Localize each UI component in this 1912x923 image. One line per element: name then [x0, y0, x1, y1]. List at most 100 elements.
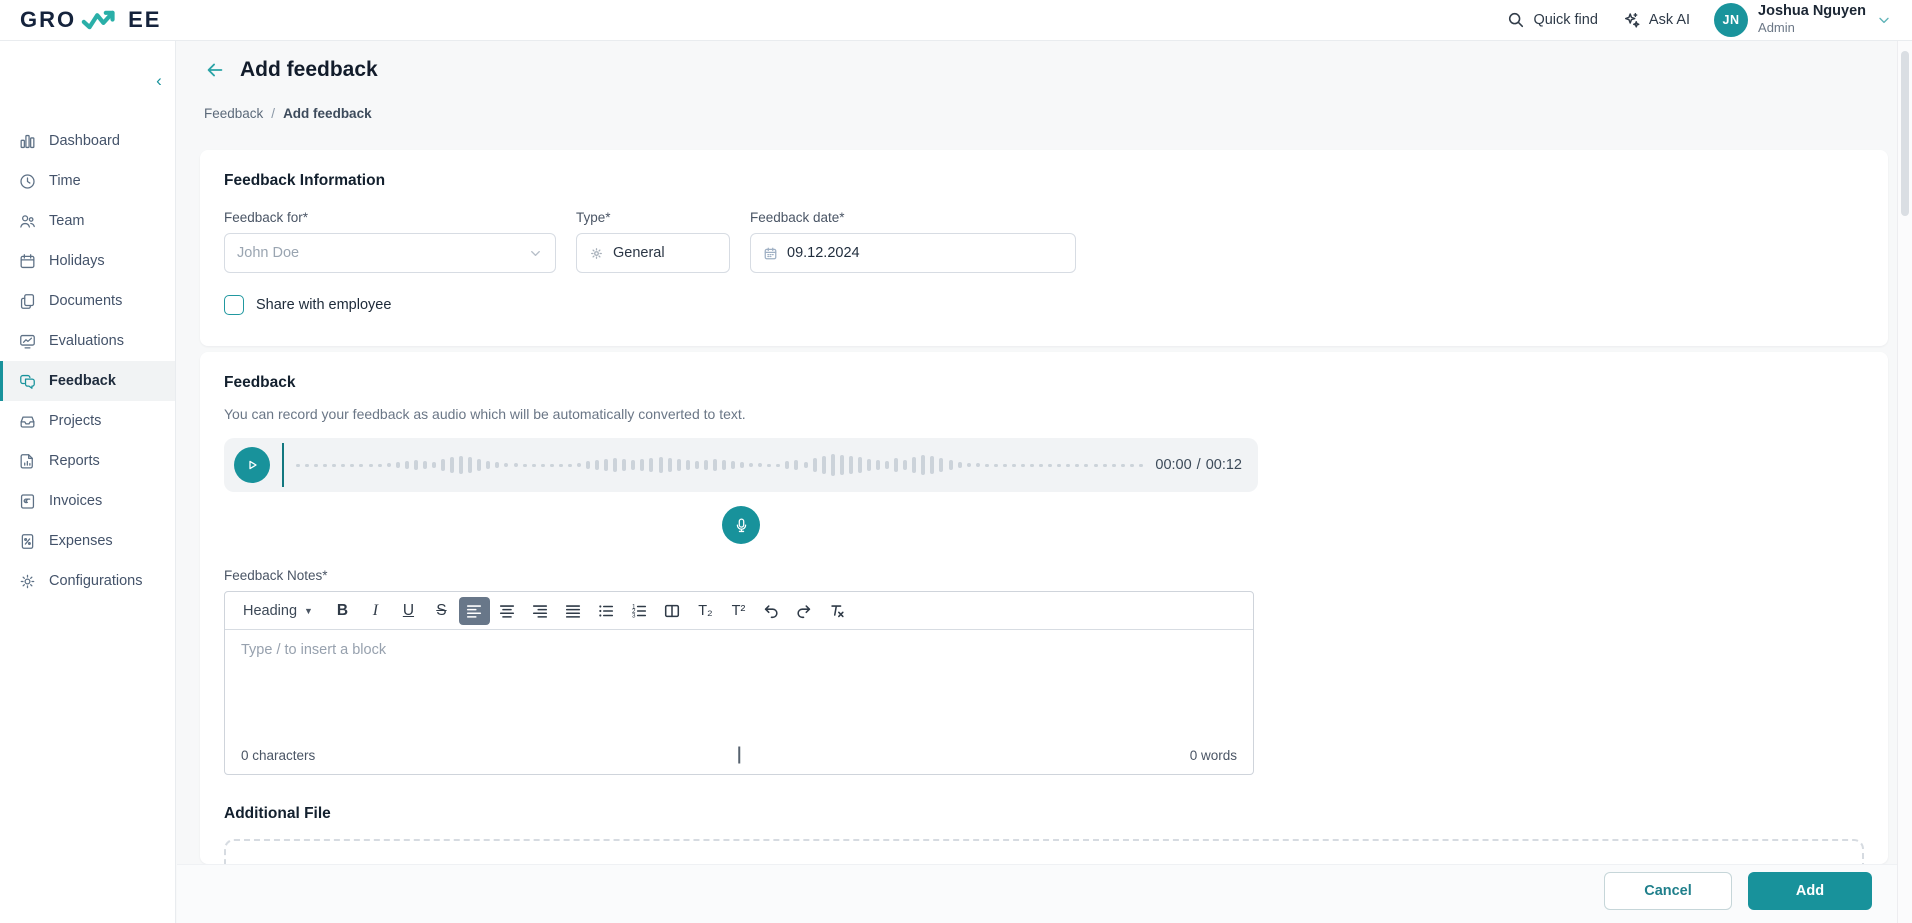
strikethrough-button[interactable]: S [426, 597, 457, 625]
waveform-bar [504, 463, 509, 467]
sidebar-item-reports[interactable]: Reports [0, 441, 175, 481]
play-button[interactable] [234, 447, 270, 483]
sidebar-item-label: Team [49, 213, 85, 229]
waveform-bar [1111, 463, 1116, 467]
editor-body[interactable]: Type / to insert a block [225, 630, 1253, 736]
feedback-card: Feedback You can record your feedback as… [200, 352, 1888, 864]
add-button[interactable]: Add [1748, 872, 1872, 910]
undo-button[interactable] [756, 597, 787, 625]
waveform-bar [966, 463, 971, 467]
breadcrumb-parent[interactable]: Feedback [204, 106, 264, 121]
waveform-bar [712, 459, 717, 471]
waveform-bar [404, 461, 409, 469]
align-right-button[interactable] [525, 597, 556, 625]
mic-row [224, 506, 1258, 544]
ask-ai-button[interactable]: Ask AI [1622, 11, 1690, 30]
feedback-for-select[interactable]: John Doe [224, 233, 556, 273]
waveform-bar [876, 460, 880, 470]
file-dropzone[interactable] [224, 839, 1864, 864]
align-center-icon [500, 604, 515, 618]
sidebar-item-expenses[interactable]: Expenses [0, 521, 175, 561]
waveform-bar [740, 462, 745, 468]
waveform-bar [812, 458, 817, 472]
sidebar-item-label: Evaluations [49, 333, 124, 349]
scrollbar-thumb[interactable] [1901, 51, 1909, 216]
type-select[interactable]: General [576, 233, 730, 273]
sidebar-item-holidays[interactable]: Holidays [0, 241, 175, 281]
waveform-bar [377, 463, 382, 467]
align-center-button[interactable] [492, 597, 523, 625]
waveform-bar [468, 457, 473, 473]
date-field: Feedback date* 09.12.2024 [750, 210, 1076, 273]
waveform-bar [495, 462, 500, 468]
sidebar-item-team[interactable]: Team [0, 201, 175, 241]
waveform-bar [296, 463, 300, 467]
waveform-bar [839, 455, 844, 475]
share-checkbox[interactable] [224, 295, 244, 315]
svg-text:2: 2 [632, 607, 636, 614]
columns-button[interactable] [657, 597, 688, 625]
waveform-bar [413, 460, 418, 470]
waveform[interactable] [296, 438, 1143, 492]
ordered-list-icon: 123 [632, 603, 647, 619]
superscript-button[interactable]: T² [723, 597, 754, 625]
waveform-bar [604, 459, 609, 471]
avatar: JN [1714, 3, 1749, 37]
user-role: Admin [1758, 20, 1795, 36]
align-left-button[interactable] [458, 596, 490, 625]
underline-button[interactable]: U [393, 597, 424, 625]
sidebar-item-dashboard[interactable]: Dashboard [0, 121, 175, 161]
back-arrow-icon[interactable] [204, 59, 226, 81]
clear-formatting-button[interactable] [822, 597, 853, 625]
bold-button[interactable]: B [327, 597, 358, 625]
sidebar-collapse-button[interactable]: ‹ [148, 70, 170, 92]
sidebar-item-label: Holidays [49, 253, 105, 269]
waveform-bar [640, 459, 645, 471]
user-menu[interactable]: JN Joshua Nguyen Admin [1714, 3, 1892, 37]
subscript-button[interactable]: T₂ [690, 597, 721, 625]
waveform-bar [930, 456, 935, 474]
logo[interactable]: GRO EE [20, 7, 161, 33]
audio-player: 00:00 / 00:12 [224, 438, 1258, 492]
feedback-icon [18, 372, 37, 391]
waveform-bar [586, 461, 590, 469]
align-justify-button[interactable] [558, 597, 589, 625]
user-name: Joshua Nguyen [1758, 3, 1866, 20]
date-input[interactable]: 09.12.2024 [750, 233, 1076, 273]
italic-button[interactable]: I [360, 597, 391, 625]
quick-find-button[interactable]: Quick find [1507, 11, 1598, 29]
type-value: General [613, 245, 665, 261]
redo-button[interactable] [789, 597, 820, 625]
date-value: 09.12.2024 [787, 245, 860, 261]
waveform-bar [395, 462, 400, 468]
svg-text:3: 3 [632, 612, 636, 619]
logo-text-pre: GRO [20, 7, 77, 32]
feedback-for-field: Feedback for* John Doe [224, 210, 556, 273]
time-icon [18, 172, 37, 191]
ask-ai-label: Ask AI [1648, 12, 1691, 28]
cancel-button[interactable]: Cancel [1604, 872, 1732, 910]
waveform-bar [767, 463, 772, 467]
bullet-list-button[interactable] [591, 597, 622, 625]
waveform-bar [658, 457, 663, 473]
waveform-bar [332, 463, 337, 467]
record-button[interactable] [722, 506, 760, 544]
waveform-bar [341, 463, 346, 467]
sidebar-item-configurations[interactable]: Configurations [0, 561, 175, 601]
scrollbar-track[interactable] [1897, 41, 1912, 923]
sidebar-item-feedback[interactable]: Feedback [0, 361, 175, 401]
audio-time: 00:00 / 00:12 [1155, 457, 1242, 473]
playhead-cursor[interactable] [282, 443, 284, 487]
sidebar-item-evaluations[interactable]: Evaluations [0, 321, 175, 361]
waveform-bar [1002, 463, 1007, 467]
waveform-bar [939, 458, 944, 472]
chevron-down-icon [1876, 12, 1892, 28]
heading-dropdown[interactable]: Heading ▼ [234, 597, 322, 625]
sidebar-item-documents[interactable]: Documents [0, 281, 175, 321]
waveform-bar [731, 461, 735, 469]
sidebar-item-projects[interactable]: Projects [0, 401, 175, 441]
sidebar-item-label: Invoices [49, 493, 103, 509]
sidebar-item-invoices[interactable]: Invoices [0, 481, 175, 521]
sidebar-item-time[interactable]: Time [0, 161, 175, 201]
